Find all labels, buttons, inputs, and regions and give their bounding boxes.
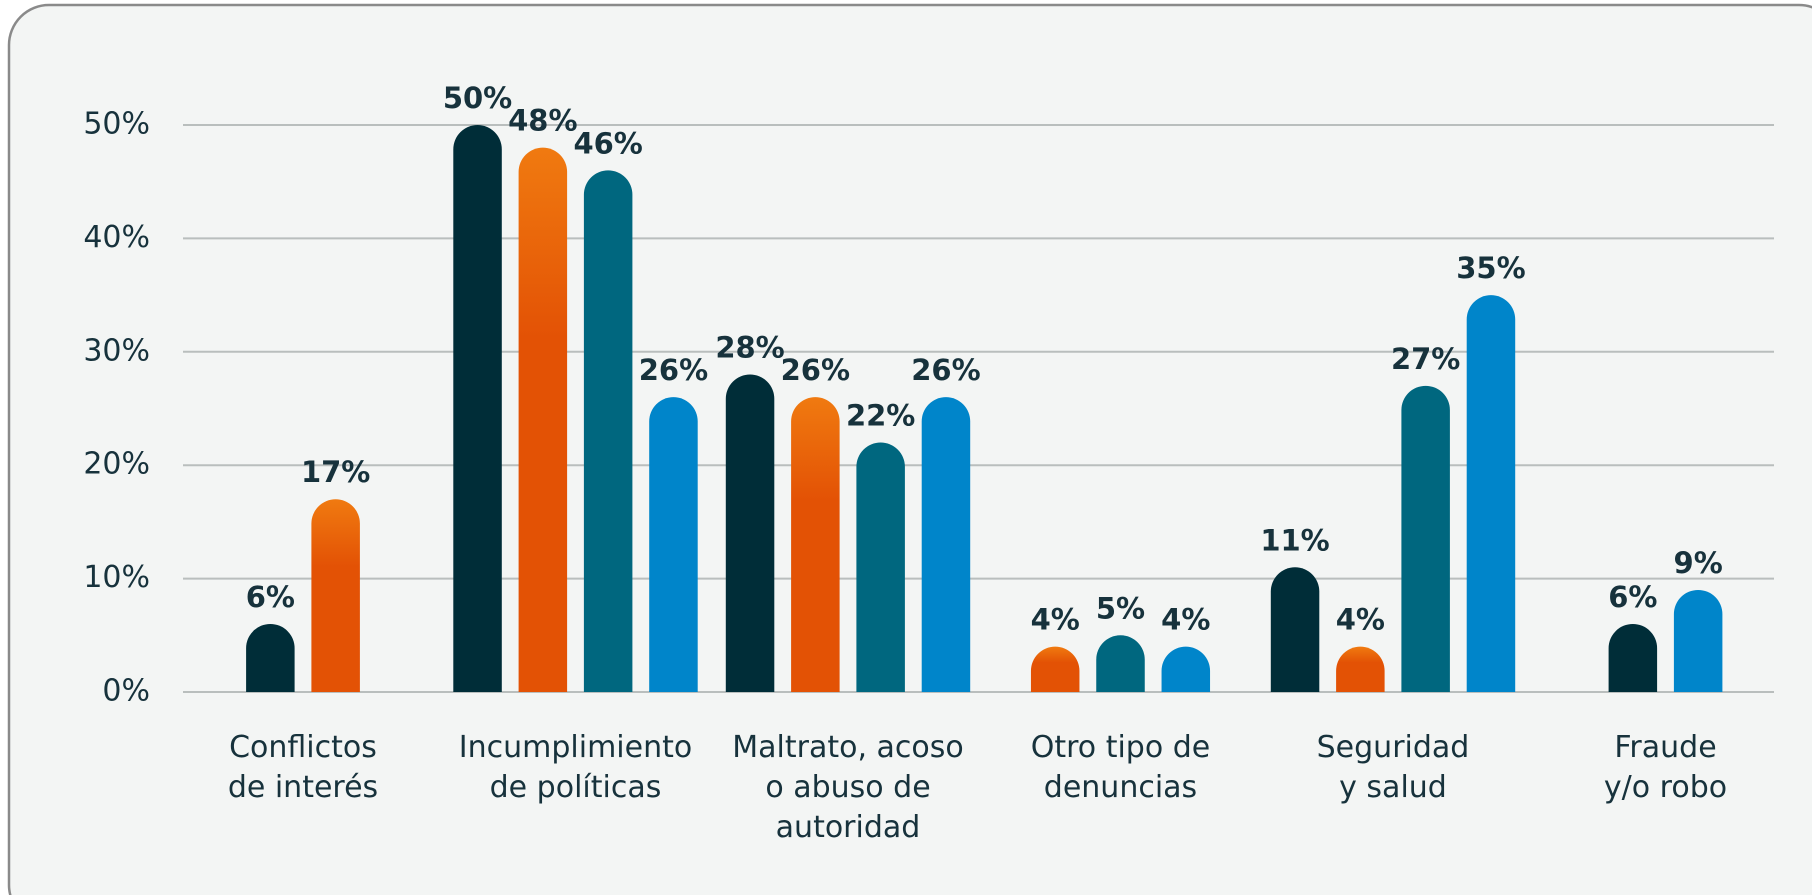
x-tick-label: Otro tipo de denuncias bbox=[1030, 730, 1211, 805]
value-label: 9% bbox=[1674, 546, 1723, 580]
bar bbox=[1030, 646, 1080, 692]
value-label: 5% bbox=[1096, 591, 1145, 625]
value-label: 11% bbox=[1260, 523, 1329, 557]
x-tick-label: Maltrato, acoso o abuso de autoridad bbox=[732, 730, 964, 845]
value-label: 17% bbox=[301, 455, 370, 489]
bar bbox=[1096, 635, 1145, 692]
bar bbox=[453, 125, 502, 693]
bar bbox=[1673, 589, 1723, 692]
value-label: 6% bbox=[246, 580, 295, 614]
value-label: 48% bbox=[508, 104, 577, 138]
value-label: 27% bbox=[1391, 342, 1460, 376]
y-tick-label: 20% bbox=[83, 447, 150, 482]
x-tick-label: Conflictos de interés bbox=[227, 730, 379, 805]
bar bbox=[518, 147, 568, 692]
value-label: 4% bbox=[1336, 603, 1385, 637]
value-label: 28% bbox=[715, 330, 784, 364]
y-tick-label: 50% bbox=[83, 107, 150, 142]
value-label: 26% bbox=[639, 353, 708, 387]
value-label: 46% bbox=[573, 126, 642, 160]
y-tick-label: 10% bbox=[83, 560, 150, 595]
bar bbox=[1161, 646, 1211, 692]
value-label: 4% bbox=[1031, 603, 1080, 637]
value-label: 4% bbox=[1161, 603, 1210, 637]
bar bbox=[583, 170, 633, 692]
bar bbox=[311, 499, 360, 692]
bar bbox=[1270, 567, 1320, 692]
value-label: 26% bbox=[911, 353, 980, 387]
bar bbox=[649, 397, 698, 692]
bar bbox=[921, 397, 971, 692]
bar bbox=[1401, 385, 1450, 692]
x-tick-label: Seguridad y salud bbox=[1316, 730, 1470, 805]
bar bbox=[725, 374, 775, 692]
value-label: 35% bbox=[1456, 251, 1525, 285]
y-tick-label: 0% bbox=[102, 674, 150, 709]
bar bbox=[1608, 623, 1658, 692]
bar bbox=[246, 623, 295, 692]
value-label: 22% bbox=[846, 399, 915, 433]
bar bbox=[1466, 295, 1516, 692]
x-tick-label: Incumplimiento de políticas bbox=[458, 730, 693, 805]
bar bbox=[856, 442, 905, 692]
y-tick-label: 30% bbox=[83, 333, 150, 368]
value-label: 26% bbox=[781, 353, 850, 387]
y-tick-label: 40% bbox=[83, 220, 150, 255]
value-label: 6% bbox=[1608, 580, 1657, 614]
bar bbox=[1336, 646, 1385, 692]
x-tick-label: Fraude y/o robo bbox=[1603, 730, 1728, 805]
value-label: 50% bbox=[443, 81, 512, 115]
bar bbox=[791, 397, 840, 692]
